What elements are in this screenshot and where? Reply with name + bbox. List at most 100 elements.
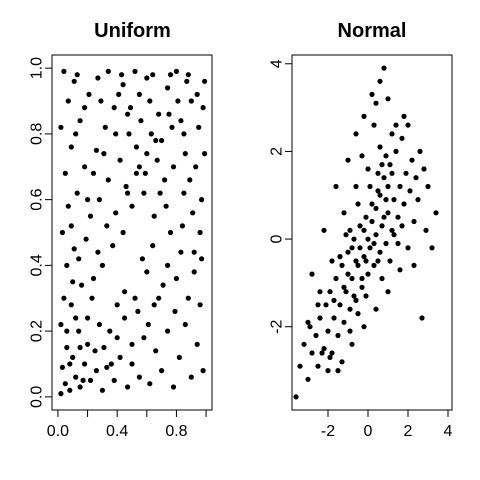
normal-point [405, 122, 411, 128]
uniform-point [190, 210, 196, 216]
uniform-x-tick-label: 0.8 [165, 423, 187, 440]
uniform-point [77, 118, 83, 124]
uniform-point [120, 82, 126, 88]
normal-point [325, 328, 331, 334]
uniform-point [104, 223, 110, 229]
normal-point [359, 153, 365, 159]
normal-point [369, 201, 375, 207]
normal-point [393, 122, 399, 128]
normal-x-axis: -2 0 2 4 [321, 410, 453, 440]
normal-point [309, 350, 315, 356]
uniform-point [202, 151, 208, 157]
uniform-point [136, 164, 142, 170]
normal-point [403, 170, 409, 176]
uniform-point [175, 98, 181, 104]
uniform-scatter-panel: Uniform 0.0 0.4 0.8 0.0 0.2 0.4 0.6 0.8 1.0 [29, 20, 213, 440]
normal-point [305, 376, 311, 382]
normal-point [373, 232, 379, 238]
normal-x-tick-label: 2 [404, 423, 413, 440]
normal-point [401, 201, 407, 207]
normal-point [365, 166, 371, 172]
uniform-point [114, 302, 120, 308]
uniform-point [58, 321, 64, 328]
uniform-point [167, 229, 174, 236]
uniform-point [73, 315, 79, 321]
uniform-point [99, 387, 105, 393]
uniform-point [199, 197, 205, 203]
uniform-point [59, 229, 65, 236]
uniform-point [156, 111, 162, 117]
uniform-point [173, 275, 179, 282]
normal-y-tick-label: -2 [269, 320, 286, 334]
uniform-point [185, 72, 191, 78]
normal-point [343, 289, 349, 295]
uniform-point [113, 210, 119, 216]
uniform-point [67, 387, 73, 393]
uniform-point [133, 170, 139, 176]
normal-point [397, 267, 403, 273]
normal-point [363, 293, 369, 299]
normal-point [317, 315, 323, 321]
uniform-point [182, 151, 188, 157]
uniform-point [148, 131, 154, 137]
normal-point [371, 262, 377, 268]
uniform-y-tick-label: 0.2 [29, 320, 46, 342]
normal-point [361, 324, 367, 330]
uniform-y-tick-label: 0.6 [29, 188, 46, 210]
uniform-y-tick-label: 0.8 [29, 123, 46, 145]
normal-point [321, 346, 327, 352]
normal-point [357, 245, 363, 251]
uniform-point [132, 295, 138, 301]
uniform-point [179, 223, 185, 229]
normal-point [351, 293, 357, 299]
uniform-point [64, 344, 70, 351]
normal-point [391, 197, 397, 203]
uniform-point [160, 282, 166, 288]
uniform-point [68, 302, 74, 308]
uniform-point [111, 377, 117, 383]
normal-point [341, 210, 347, 216]
uniform-point [194, 341, 200, 347]
uniform-point [73, 131, 79, 137]
uniform-x-tick-label: 0.4 [106, 423, 128, 440]
normal-point [329, 350, 335, 356]
normal-point [375, 258, 381, 264]
normal-point [379, 162, 385, 168]
normal-point [433, 210, 439, 216]
normal-point [373, 205, 379, 211]
uniform-point [114, 335, 120, 341]
normal-y-tick-label: 0 [269, 235, 286, 244]
uniform-point [68, 144, 74, 150]
uniform-point [165, 328, 171, 334]
normal-point [419, 315, 425, 321]
uniform-point [172, 308, 178, 314]
uniform-point [185, 295, 191, 301]
normal-point [337, 302, 343, 308]
uniform-point [74, 190, 80, 196]
normal-point [353, 183, 359, 190]
uniform-point [62, 381, 68, 387]
normal-point [397, 183, 403, 190]
uniform-point [89, 295, 95, 301]
uniform-point [122, 315, 128, 321]
normal-point [339, 262, 345, 268]
uniform-point [144, 75, 150, 81]
uniform-point [173, 68, 179, 74]
uniform-point [58, 124, 64, 130]
normal-point [369, 218, 375, 225]
uniform-y-tick-label: 0.4 [29, 254, 46, 276]
uniform-point [113, 131, 119, 137]
uniform-point [73, 374, 79, 380]
uniform-point [85, 315, 91, 321]
normal-point [341, 284, 347, 290]
uniform-point [107, 328, 113, 334]
normal-point [379, 223, 385, 229]
normal-point [377, 144, 383, 150]
normal-point [381, 65, 387, 71]
normal-point [363, 214, 369, 220]
normal-point [389, 131, 395, 137]
uniform-point [104, 364, 110, 370]
uniform-point [61, 68, 67, 74]
uniform-point [62, 170, 68, 176]
uniform-point [153, 348, 159, 354]
